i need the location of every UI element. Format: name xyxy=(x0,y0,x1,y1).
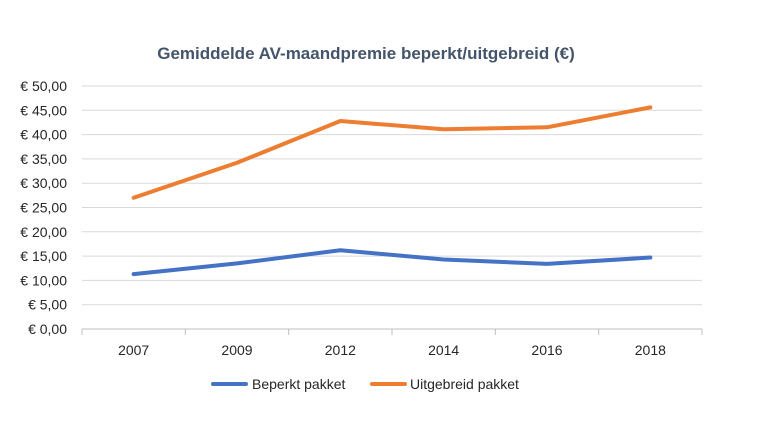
y-tick-label: € 30,00 xyxy=(20,175,67,191)
x-tick-label: 2014 xyxy=(428,342,459,358)
x-tick-label: 2012 xyxy=(325,342,356,358)
y-tick-label: € 0,00 xyxy=(28,321,67,337)
y-tick-label: € 5,00 xyxy=(28,297,67,313)
y-tick-label: € 35,00 xyxy=(20,151,67,167)
x-tick-label: 2009 xyxy=(221,342,252,358)
y-tick-label: € 40,00 xyxy=(20,127,67,143)
y-axis: € 0,00 € 5,00 € 10,00 € 15,00 € 20,00 € 25,00… xyxy=(20,78,67,337)
x-tick-label: 2018 xyxy=(635,342,666,358)
series-line-beperkt-pakket xyxy=(131,248,653,277)
y-tick-label: € 45,00 xyxy=(20,102,67,118)
legend-label: Uitgebreid pakket xyxy=(410,376,519,392)
y-tick-label: € 50,00 xyxy=(20,78,67,94)
legend-item-beperkt-pakket: Beperkt pakket xyxy=(211,376,345,392)
y-tick-label: € 25,00 xyxy=(20,200,67,216)
x-tick-label: 2016 xyxy=(531,342,562,358)
legend-label: Beperkt pakket xyxy=(252,376,345,392)
series-lines xyxy=(131,105,653,277)
y-tick-label: € 20,00 xyxy=(20,224,67,240)
gridlines xyxy=(82,85,702,306)
y-tick-label: € 15,00 xyxy=(20,248,67,264)
legend-item-uitgebreid-pakket: Uitgebreid pakket xyxy=(370,376,519,392)
series-line-uitgebreid-pakket xyxy=(131,105,653,200)
x-axis: 2007 2009 2012 2014 2016 2018 xyxy=(81,328,703,358)
x-tick-label: 2007 xyxy=(118,342,149,358)
y-tick-label: € 10,00 xyxy=(20,272,67,288)
chart-title: Gemiddelde AV-maandpremie beperkt/uitgeb… xyxy=(157,44,575,63)
legend: Beperkt pakket Uitgebreid pakket xyxy=(211,376,519,392)
